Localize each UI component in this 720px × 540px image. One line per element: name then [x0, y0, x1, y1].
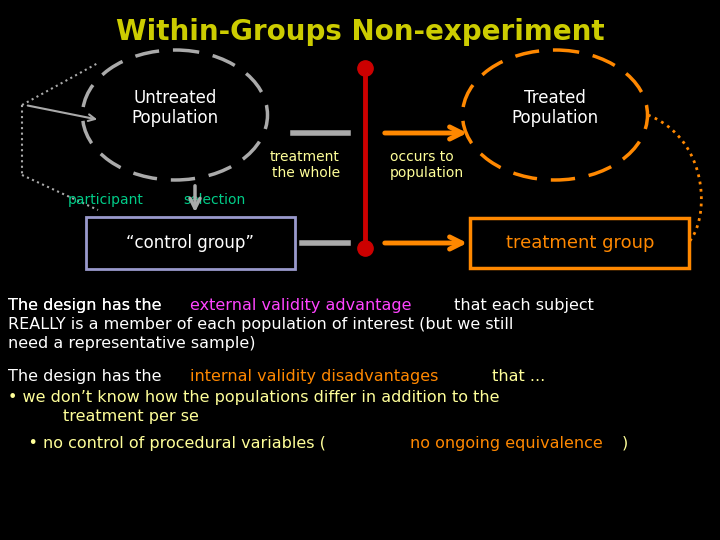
Text: external validity advantage: external validity advantage [190, 298, 412, 313]
Text: occurs to
population: occurs to population [390, 150, 464, 180]
Text: REALLY is a member of each population of interest (but we still: REALLY is a member of each population of… [8, 317, 513, 332]
Text: Within-Groups Non-experiment: Within-Groups Non-experiment [116, 18, 604, 46]
Text: selection: selection [183, 193, 246, 207]
Text: treatment per se: treatment per se [63, 409, 199, 424]
Text: treatment group: treatment group [505, 234, 654, 252]
Text: The design has the: The design has the [8, 298, 166, 313]
Text: Treated
Population: Treated Population [511, 89, 598, 127]
Text: no ongoing equivalence: no ongoing equivalence [410, 436, 603, 451]
Text: need a representative sample): need a representative sample) [8, 336, 256, 351]
Text: ): ) [621, 436, 628, 451]
Text: participant: participant [68, 193, 144, 207]
Text: that ...: that ... [487, 369, 546, 384]
Text: • no control of procedural variables (: • no control of procedural variables ( [8, 436, 326, 451]
Text: “control group”: “control group” [126, 234, 254, 252]
Text: that each subject: that each subject [449, 298, 594, 313]
Text: Untreated
Population: Untreated Population [132, 89, 219, 127]
Text: • we don’t know how the populations differ in addition to the: • we don’t know how the populations diff… [8, 390, 500, 405]
Text: internal validity disadvantages: internal validity disadvantages [190, 369, 438, 384]
Text: The design has the: The design has the [8, 298, 166, 313]
Text: The design has the: The design has the [8, 369, 166, 384]
Text: treatment
the whole: treatment the whole [270, 150, 340, 180]
Text: The design has the ​​​​​​​​​​​​​​​​​​​external validity advantage: The design has the ​​​​​​​​​​​​​​​​​​​ex… [8, 298, 388, 313]
